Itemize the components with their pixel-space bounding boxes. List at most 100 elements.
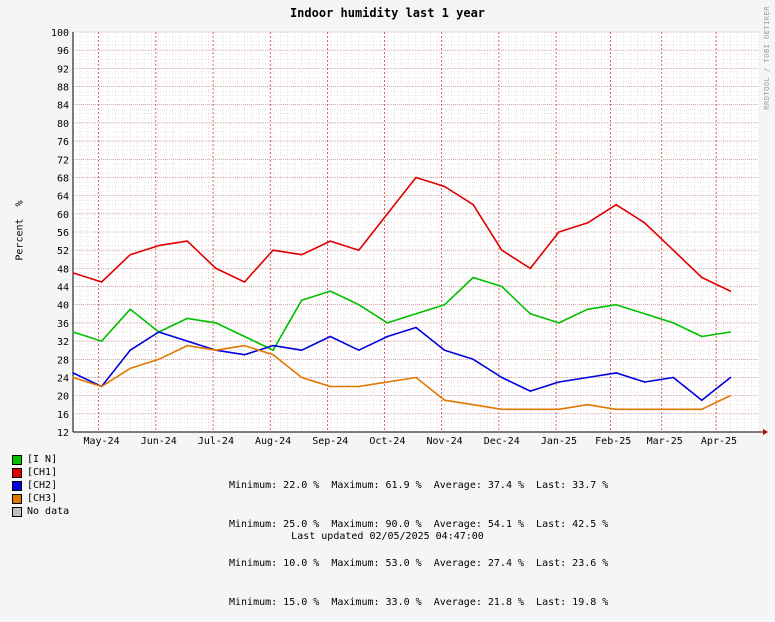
- data-point: [701, 399, 703, 401]
- stats-in: Minimum: 22.0 % Maximum: 61.9 % Average:…: [229, 480, 609, 491]
- data-point: [386, 381, 389, 383]
- y-tick-label: 48: [57, 264, 69, 275]
- legend-swatch-ch3: [12, 493, 22, 504]
- x-tick-label: Dec-24: [484, 436, 520, 447]
- data-point: [243, 353, 246, 356]
- data-point: [329, 290, 332, 292]
- legend: [I N] [CH1] [CH2] [CH3] No data: [12, 453, 69, 518]
- x-axis-arrow: [763, 429, 768, 435]
- data-point: [100, 281, 103, 283]
- legend-label-ch3: [CH3]: [27, 493, 58, 504]
- data-point: [415, 176, 417, 179]
- x-tick-label: Oct-24: [369, 436, 405, 447]
- y-tick-label: 88: [57, 83, 69, 94]
- x-tick-label: Jul-24: [198, 436, 234, 447]
- legend-item-ch2: [CH2]: [12, 479, 69, 492]
- data-point: [729, 394, 732, 397]
- data-point: [415, 326, 417, 329]
- data-point: [186, 240, 189, 242]
- y-tick-label: 64: [57, 192, 69, 203]
- data-point: [215, 267, 217, 270]
- data-point: [100, 340, 103, 342]
- y-tick-label: 68: [57, 173, 69, 184]
- data-point: [415, 313, 417, 315]
- y-tick-label: 96: [57, 46, 69, 57]
- stats-ch2: Minimum: 10.0 % Maximum: 53.0 % Average:…: [229, 558, 609, 569]
- x-tick-label: Jun-24: [141, 436, 177, 447]
- y-tick-label: 20: [57, 392, 69, 403]
- y-tick-label: 72: [57, 155, 69, 166]
- data-point: [443, 349, 446, 351]
- data-point: [72, 272, 74, 274]
- data-point: [586, 403, 589, 406]
- series-line-1: [72, 176, 731, 292]
- data-point: [586, 222, 589, 224]
- data-point: [586, 308, 589, 311]
- x-tick-label: Nov-24: [427, 436, 463, 447]
- data-point: [443, 185, 446, 188]
- y-tick-label: 24: [57, 373, 69, 384]
- data-point: [129, 308, 131, 311]
- data-point: [500, 285, 503, 288]
- x-tick-label: May-24: [84, 436, 120, 447]
- x-tick-label: Sep-24: [312, 436, 348, 447]
- legend-label-in: [I N]: [27, 454, 58, 465]
- data-point: [443, 303, 446, 306]
- data-point: [129, 253, 131, 256]
- data-point: [358, 385, 360, 388]
- series-line-0: [72, 276, 731, 352]
- data-point: [329, 335, 332, 338]
- data-point: [672, 408, 675, 411]
- data-point: [558, 322, 560, 324]
- data-point: [157, 358, 160, 361]
- data-point: [300, 376, 303, 379]
- data-point: [157, 244, 160, 247]
- data-point: [300, 299, 303, 301]
- data-point: [472, 403, 474, 406]
- legend-label-nodata: No data: [27, 506, 70, 517]
- data-point: [272, 353, 274, 356]
- data-point: [443, 399, 446, 401]
- data-point: [615, 408, 617, 411]
- legend-swatch-nodata: [12, 506, 22, 517]
- data-point: [500, 376, 503, 379]
- data-point: [72, 331, 74, 333]
- x-tick-label: Feb-25: [595, 436, 631, 447]
- data-point: [129, 367, 131, 370]
- data-point: [643, 313, 646, 315]
- data-point: [472, 203, 474, 206]
- data-point: [386, 335, 389, 338]
- y-tick-label: 44: [57, 283, 69, 294]
- data-point: [615, 303, 617, 306]
- data-point: [558, 408, 560, 411]
- data-point: [500, 249, 503, 251]
- chart-title: Indoor humidity last 1 year: [289, 6, 486, 20]
- legend-item-ch3: [CH3]: [12, 492, 69, 505]
- data-point: [558, 231, 560, 233]
- data-point: [215, 322, 217, 324]
- legend-label-ch2: [CH2]: [27, 480, 58, 491]
- x-tick-label: Jan-25: [541, 436, 577, 447]
- legend-swatch-ch1: [12, 467, 22, 478]
- data-point: [701, 335, 703, 338]
- data-point: [157, 331, 160, 333]
- data-point: [272, 349, 274, 351]
- data-point: [672, 376, 675, 379]
- legend-swatch-in: [12, 454, 22, 465]
- y-tick-label: 80: [57, 119, 69, 130]
- data-point: [672, 249, 675, 251]
- data-point: [529, 390, 532, 392]
- data-point: [672, 322, 675, 324]
- data-point: [386, 322, 389, 324]
- data-point: [615, 372, 617, 374]
- legend-item-ch1: [CH1]: [12, 466, 69, 479]
- data-point: [358, 303, 360, 306]
- data-point: [415, 376, 417, 379]
- data-point: [358, 349, 360, 351]
- data-point: [72, 372, 74, 374]
- y-tick-label: 52: [57, 246, 69, 257]
- data-point: [729, 331, 732, 333]
- data-point: [243, 344, 246, 347]
- stats-ch3: Minimum: 15.0 % Maximum: 33.0 % Average:…: [229, 597, 609, 608]
- data-point: [300, 349, 303, 351]
